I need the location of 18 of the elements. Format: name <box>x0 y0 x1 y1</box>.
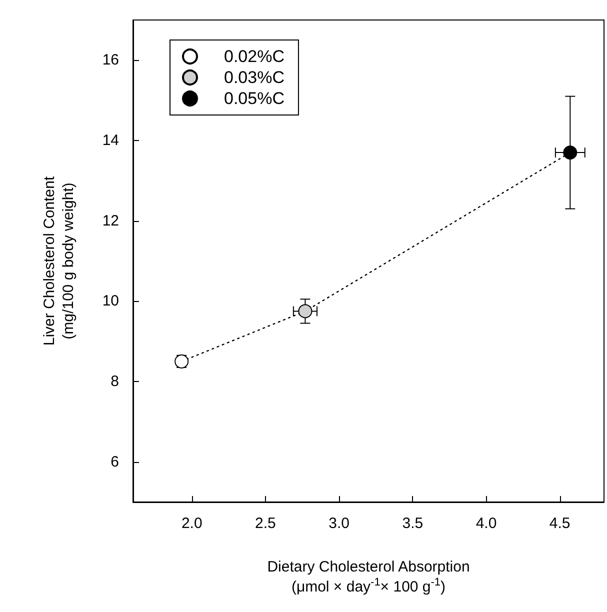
y-tick-label: 16 <box>102 52 119 69</box>
point <box>298 304 312 318</box>
legend-label: 0.02%C <box>224 47 284 66</box>
y-tick-label: 14 <box>102 132 119 149</box>
legend-label: 0.05%C <box>224 89 284 108</box>
x-tick-label: 3.5 <box>402 515 424 532</box>
x-tick-label: 4.0 <box>476 515 497 532</box>
x-tick-label: 2.5 <box>255 515 276 532</box>
point <box>563 146 578 160</box>
x-tick-label: 4.5 <box>549 515 570 532</box>
legend-label: 0.03%C <box>224 68 284 87</box>
y-tick-label: 8 <box>110 373 119 390</box>
x-tick-label: 2.0 <box>181 515 202 532</box>
y-tick-label: 12 <box>102 212 119 230</box>
y-tick-label: 6 <box>110 453 119 470</box>
x-tick-label: 3.0 <box>328 515 350 532</box>
y-tick-label: 10 <box>102 292 119 310</box>
y-axis-title: Liver Cholesterol Content (mg/100 g body weight) <box>41 176 77 346</box>
